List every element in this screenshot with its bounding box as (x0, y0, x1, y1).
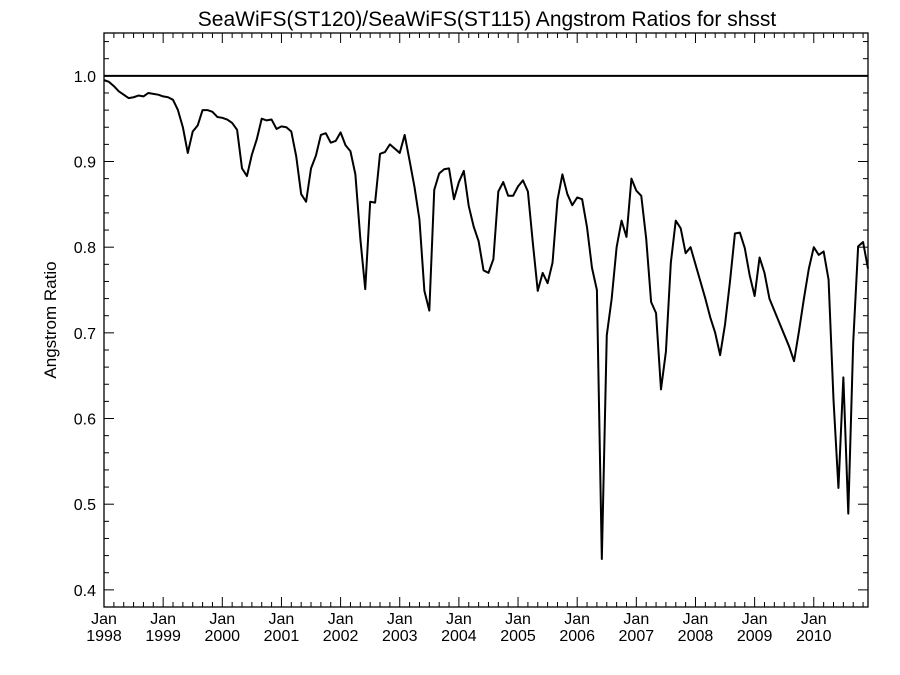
axis-ticks (103, 33, 868, 608)
x-tick-label-month: Jan (564, 611, 590, 628)
y-tick-label: 0.9 (74, 155, 96, 172)
x-tick-label-year: 2003 (382, 628, 418, 645)
x-tick-label-month: Jan (683, 611, 709, 628)
x-tick-label-year: 1999 (145, 628, 181, 645)
x-tick-label-month: Jan (269, 611, 295, 628)
x-tick-label-month: Jan (91, 611, 117, 628)
tick-labels: 0.40.50.60.70.80.91.0Jan1998Jan1999Jan20… (74, 69, 832, 645)
x-tick-label-year: 2008 (678, 628, 714, 645)
x-tick-label-month: Jan (446, 611, 472, 628)
y-tick-label: 0.7 (74, 326, 96, 343)
y-tick-label: 0.4 (74, 583, 96, 600)
x-tick-label-year: 2002 (323, 628, 359, 645)
x-tick-label-year: 1998 (86, 628, 122, 645)
x-tick-label-month: Jan (150, 611, 176, 628)
x-tick-label-year: 2007 (619, 628, 655, 645)
x-tick-label-month: Jan (801, 611, 827, 628)
x-tick-label-year: 2005 (500, 628, 536, 645)
y-tick-label: 0.5 (74, 497, 96, 514)
x-tick-label-year: 2009 (737, 628, 773, 645)
x-tick-label-month: Jan (209, 611, 235, 628)
y-tick-label: 0.8 (74, 240, 96, 257)
x-tick-label-year: 2004 (441, 628, 477, 645)
series-line (103, 79, 869, 561)
y-tick-label: 1.0 (74, 69, 96, 86)
x-tick-label-month: Jan (387, 611, 413, 628)
x-tick-label-year: 2006 (559, 628, 595, 645)
x-tick-label-year: 2001 (264, 628, 300, 645)
x-tick-label-month: Jan (623, 611, 649, 628)
x-tick-label-month: Jan (328, 611, 354, 628)
y-tick-label: 0.6 (74, 412, 96, 429)
y-axis-label: Angstrom Ratio (41, 261, 60, 378)
x-tick-label-month: Jan (742, 611, 768, 628)
plot-frame (103, 32, 869, 608)
x-tick-label-year: 2010 (796, 628, 832, 645)
x-tick-label-year: 2000 (204, 628, 240, 645)
chart-title: SeaWiFS(ST120)/SeaWiFS(ST115) Angstrom R… (198, 8, 777, 31)
x-tick-label-month: Jan (505, 611, 531, 628)
